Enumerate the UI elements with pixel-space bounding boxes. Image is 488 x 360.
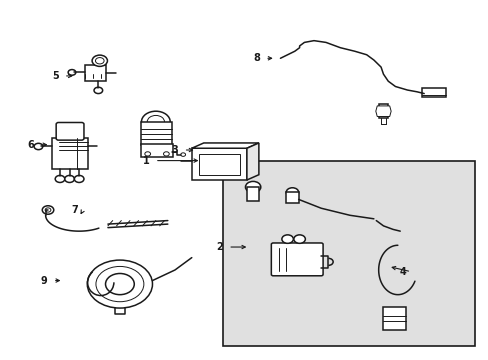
Text: 2: 2 (216, 242, 223, 252)
Circle shape (68, 69, 76, 75)
Circle shape (95, 58, 104, 64)
Circle shape (144, 152, 150, 156)
Circle shape (65, 175, 74, 183)
Circle shape (55, 175, 65, 183)
Circle shape (42, 206, 54, 214)
Text: 1: 1 (142, 156, 149, 166)
Circle shape (94, 87, 102, 94)
Circle shape (285, 188, 298, 197)
Circle shape (281, 235, 293, 243)
Circle shape (141, 111, 170, 132)
Polygon shape (375, 106, 390, 117)
Circle shape (87, 260, 152, 308)
Text: 9: 9 (41, 275, 47, 285)
FancyBboxPatch shape (382, 307, 405, 330)
Polygon shape (246, 143, 258, 180)
Circle shape (96, 266, 143, 302)
Text: 5: 5 (52, 71, 59, 81)
FancyBboxPatch shape (223, 161, 473, 346)
FancyBboxPatch shape (191, 148, 246, 180)
Circle shape (163, 152, 169, 156)
Circle shape (245, 181, 260, 193)
Text: 8: 8 (252, 53, 260, 63)
Circle shape (74, 175, 84, 183)
FancyBboxPatch shape (285, 192, 298, 203)
FancyBboxPatch shape (85, 65, 106, 81)
Circle shape (92, 55, 107, 66)
FancyBboxPatch shape (140, 122, 171, 145)
Text: 3: 3 (171, 145, 178, 155)
FancyBboxPatch shape (421, 88, 445, 97)
FancyBboxPatch shape (247, 187, 258, 201)
Circle shape (45, 208, 51, 212)
Circle shape (181, 153, 185, 156)
FancyBboxPatch shape (378, 104, 387, 118)
FancyBboxPatch shape (56, 122, 84, 140)
Circle shape (34, 143, 42, 150)
FancyBboxPatch shape (199, 154, 239, 175)
Circle shape (293, 235, 305, 243)
FancyBboxPatch shape (141, 144, 172, 157)
Polygon shape (191, 143, 258, 148)
FancyBboxPatch shape (52, 138, 88, 170)
FancyBboxPatch shape (271, 243, 323, 276)
Text: 4: 4 (398, 267, 405, 277)
Circle shape (105, 274, 134, 294)
Text: 7: 7 (71, 205, 78, 215)
Circle shape (147, 116, 164, 128)
Text: 6: 6 (28, 140, 35, 150)
